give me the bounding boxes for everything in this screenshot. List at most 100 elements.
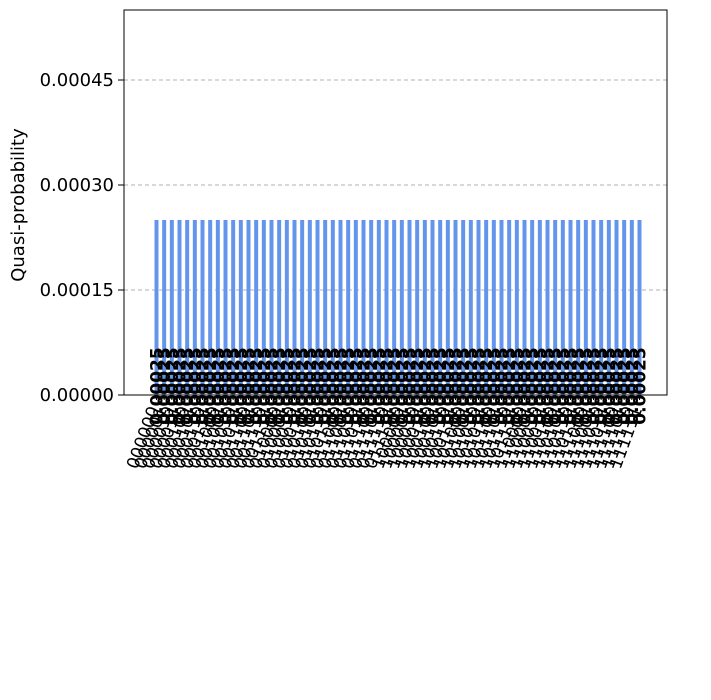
bar bbox=[629, 220, 634, 395]
bar bbox=[284, 220, 289, 395]
bars bbox=[154, 220, 642, 395]
bar-value-label: 0.00025 bbox=[362, 347, 382, 424]
bar bbox=[599, 220, 604, 395]
x-axis-ticks: 0000000000010000100000110001000001010001… bbox=[123, 395, 647, 472]
bar-value-label: 0.00025 bbox=[531, 347, 551, 424]
bar bbox=[200, 220, 205, 395]
bar-value-label: 0.00025 bbox=[600, 347, 620, 424]
bar-value-label: 0.00025 bbox=[324, 347, 344, 424]
bar bbox=[346, 220, 351, 395]
bar bbox=[407, 220, 412, 395]
bar-value-label: 0.00025 bbox=[155, 347, 175, 424]
bar-value-label: 0.00025 bbox=[193, 347, 213, 424]
bar-value-label: 0.00025 bbox=[416, 347, 436, 424]
plot-frame bbox=[123, 9, 668, 396]
bar bbox=[169, 220, 174, 395]
bar bbox=[438, 220, 443, 395]
bar bbox=[399, 220, 404, 395]
bar bbox=[476, 220, 481, 395]
bar bbox=[376, 220, 381, 395]
bar bbox=[422, 220, 427, 395]
bar bbox=[269, 220, 274, 395]
bar-value-label: 0.00025 bbox=[285, 347, 305, 424]
bar bbox=[537, 220, 542, 395]
bar bbox=[277, 220, 282, 395]
bar bbox=[591, 220, 596, 395]
y-axis-label: Quasi-probability bbox=[8, 128, 29, 282]
bar-value-label: 0.00025 bbox=[147, 347, 167, 424]
bar-value-label: 0.00025 bbox=[454, 347, 474, 424]
bar-value-label: 0.00025 bbox=[439, 347, 459, 424]
bar bbox=[484, 220, 489, 395]
bar bbox=[530, 220, 535, 395]
bar-value-label: 0.00025 bbox=[255, 347, 275, 424]
bar bbox=[461, 220, 466, 395]
bar-value-label: 0.00025 bbox=[239, 347, 259, 424]
bar bbox=[300, 220, 305, 395]
bar-value-label: 0.00025 bbox=[308, 347, 328, 424]
bar bbox=[507, 220, 512, 395]
bar-value-label: 0.00025 bbox=[186, 347, 206, 424]
bar-value-label: 0.00025 bbox=[262, 347, 282, 424]
bar-value-label: 0.00025 bbox=[270, 347, 290, 424]
y-tick-label: 0.00000 bbox=[40, 385, 114, 406]
bar bbox=[522, 220, 527, 395]
bar-value-label: 0.00025 bbox=[301, 347, 321, 424]
bar-value-label: 0.00025 bbox=[469, 347, 489, 424]
bar bbox=[208, 220, 213, 395]
bar-value-label: 0.00025 bbox=[423, 347, 443, 424]
bar-value-label: 0.00025 bbox=[339, 347, 359, 424]
bar bbox=[622, 220, 627, 395]
bar-value-label: 0.00025 bbox=[546, 347, 566, 424]
bar bbox=[384, 220, 389, 395]
bar-value-label: 0.00025 bbox=[370, 347, 390, 424]
bar bbox=[307, 220, 312, 395]
bar bbox=[453, 220, 458, 395]
bar-value-label: 0.00025 bbox=[615, 347, 635, 424]
bar-value-label: 0.00025 bbox=[170, 347, 190, 424]
bar bbox=[499, 220, 504, 395]
bar-value-label: 0.00025 bbox=[515, 347, 535, 424]
bar-value-label: 0.00025 bbox=[347, 347, 367, 424]
bar-value-label: 0.00025 bbox=[377, 347, 397, 424]
bar bbox=[415, 220, 420, 395]
bar-value-label: 0.00025 bbox=[385, 347, 405, 424]
bar-value-label: 0.00025 bbox=[523, 347, 543, 424]
bar-value-label: 0.00025 bbox=[485, 347, 505, 424]
bar bbox=[330, 220, 335, 395]
bar bbox=[491, 220, 496, 395]
bar-value-label: 0.00025 bbox=[500, 347, 520, 424]
bar-value-label: 0.00025 bbox=[569, 347, 589, 424]
bar bbox=[583, 220, 588, 395]
bar-value-label: 0.00025 bbox=[316, 347, 336, 424]
bar bbox=[614, 220, 619, 395]
bar bbox=[468, 220, 473, 395]
bar bbox=[514, 220, 519, 395]
bar bbox=[353, 220, 358, 395]
bar-value-label: 0.00025 bbox=[630, 347, 650, 424]
bar-value-label: 0.00025 bbox=[554, 347, 574, 424]
bar bbox=[392, 220, 397, 395]
bar-value-label: 0.00025 bbox=[584, 347, 604, 424]
bar-value-label: 0.00025 bbox=[331, 347, 351, 424]
bar-value-label: 0.00025 bbox=[607, 347, 627, 424]
bar-value-labels: 0.000250.000250.000250.000250.000250.000… bbox=[147, 347, 650, 424]
bar-value-label: 0.00025 bbox=[224, 347, 244, 424]
bar-value-label: 0.00025 bbox=[623, 347, 643, 424]
bar-value-label: 0.00025 bbox=[561, 347, 581, 424]
bar-value-label: 0.00025 bbox=[393, 347, 413, 424]
bar-value-label: 0.00025 bbox=[446, 347, 466, 424]
bar-value-label: 0.00025 bbox=[508, 347, 528, 424]
bar bbox=[553, 220, 558, 395]
y-tick-label: 0.00045 bbox=[40, 70, 114, 91]
bar bbox=[292, 220, 297, 395]
bar bbox=[246, 220, 251, 395]
bar-value-label: 0.00025 bbox=[163, 347, 183, 424]
bar bbox=[545, 220, 550, 395]
bar-value-label: 0.00025 bbox=[492, 347, 512, 424]
bar-value-label: 0.00025 bbox=[577, 347, 597, 424]
y-tick-label: 0.00015 bbox=[40, 280, 114, 301]
bar-value-label: 0.00025 bbox=[178, 347, 198, 424]
bar bbox=[185, 220, 190, 395]
